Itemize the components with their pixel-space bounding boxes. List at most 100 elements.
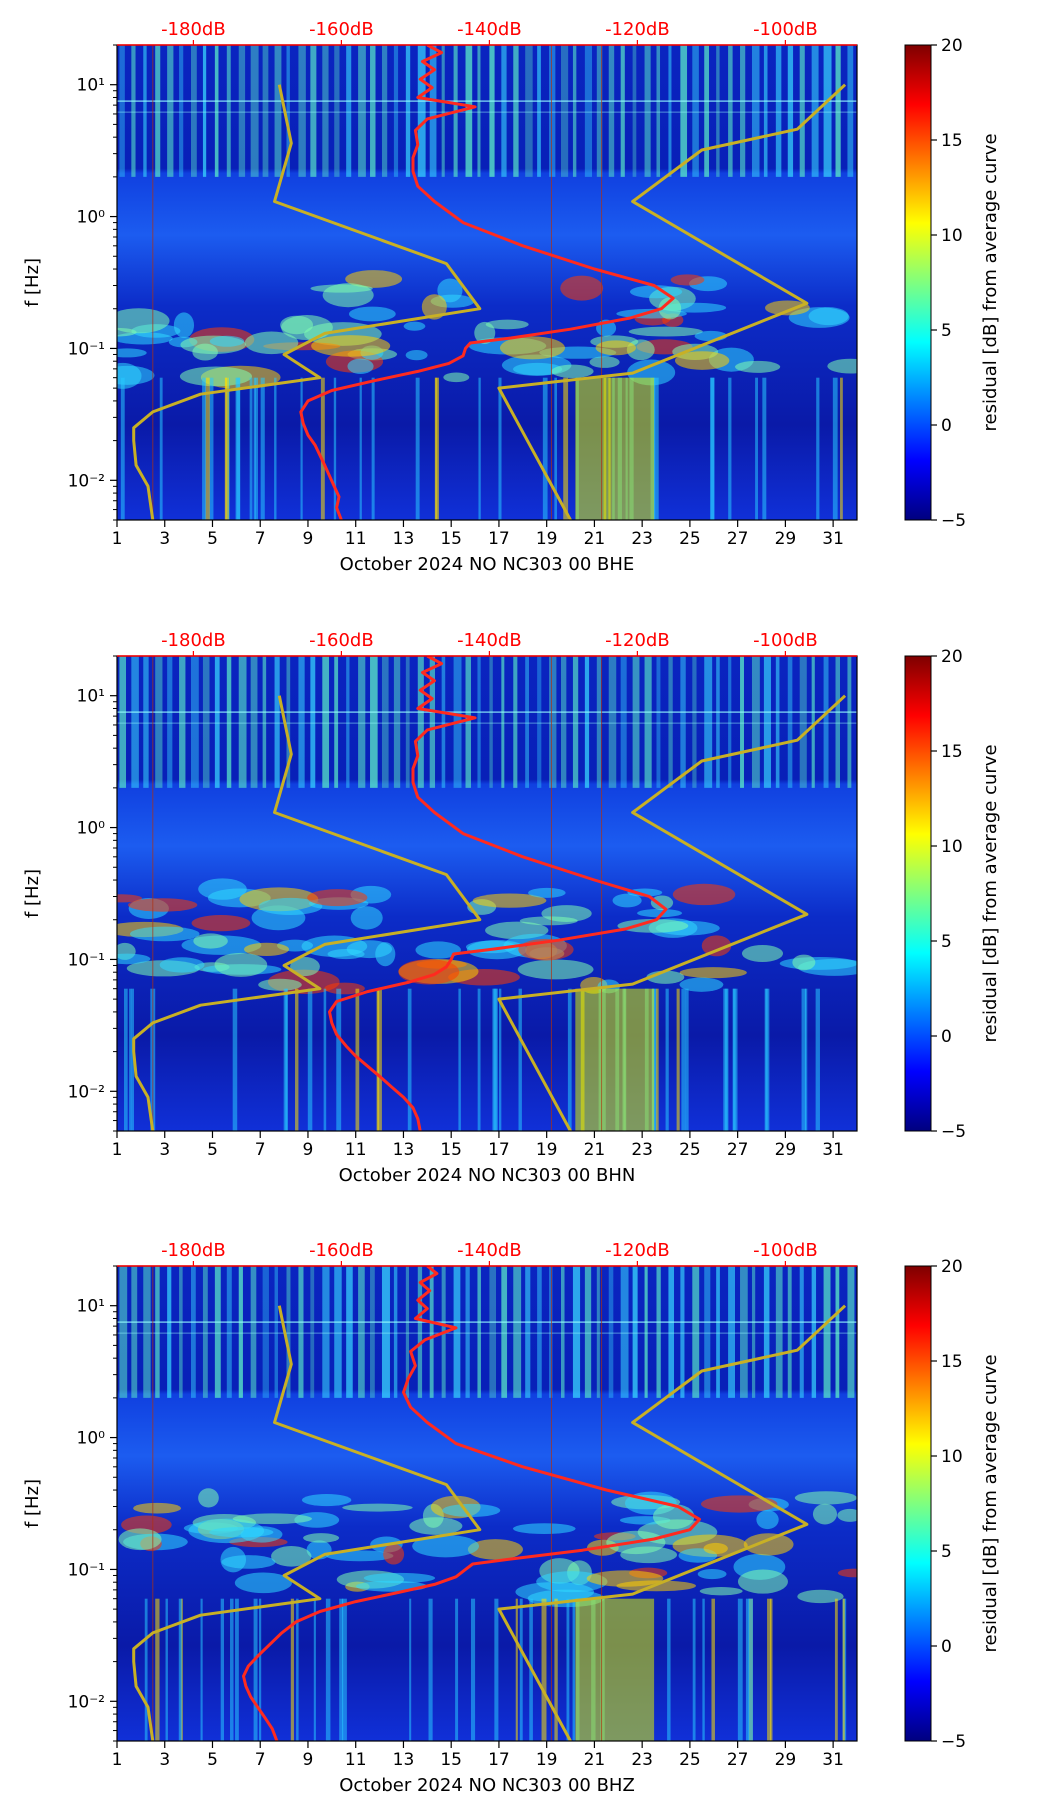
x-tick-label: 1: [112, 1140, 123, 1160]
microseism-blob: [258, 978, 302, 991]
event-spike: [815, 988, 820, 1131]
model-curve-2: [497, 83, 847, 520]
hf-stripe: [561, 1266, 565, 1398]
microseism-blob: [658, 297, 682, 320]
model-curve: [132, 84, 482, 520]
event-spike: [515, 1598, 518, 1741]
x-tick-label: 29: [775, 529, 797, 549]
event-spike: [832, 377, 838, 520]
event-spike: [225, 377, 229, 520]
x-tick-label: 23: [631, 1750, 653, 1770]
hf-stripe: [728, 656, 732, 788]
event-spike: [676, 988, 680, 1131]
hf-stripe: [155, 656, 163, 788]
hf-stripe: [405, 45, 411, 177]
hf-stripe: [143, 1266, 151, 1398]
microseism-blob: [290, 957, 320, 977]
event-spike: [129, 988, 132, 1131]
hf-stripe: [226, 1266, 232, 1398]
x-tick-label: 11: [345, 1750, 367, 1770]
y-tick-label: 10⁰: [77, 819, 106, 839]
hf-stripe: [537, 1266, 542, 1398]
event-spike: [770, 1598, 773, 1741]
microseism-blob: [756, 1510, 779, 1530]
hf-stripe: [835, 1266, 840, 1398]
hf-stripe: [131, 45, 136, 177]
event-spike: [567, 988, 572, 1131]
microseism-blob: [421, 294, 447, 320]
x-axis-label: October 2024 NO NC303 00 BHZ: [339, 1775, 635, 1796]
microseism-blob: [243, 942, 290, 956]
event-spike: [339, 1598, 344, 1741]
hf-stripe: [656, 656, 661, 788]
x-tick-label: 7: [255, 529, 266, 549]
event-spike: [235, 1598, 239, 1741]
x-tick-label: 29: [775, 1140, 797, 1160]
hf-stripe: [393, 1266, 398, 1398]
event-spike: [477, 988, 481, 1131]
hf-stripe: [381, 656, 389, 788]
plot-area: [117, 656, 857, 1131]
hf-stripe: [584, 656, 590, 788]
microseism-blob: [234, 1572, 292, 1594]
microseism-blob: [792, 954, 816, 971]
hf-stripe: [775, 45, 782, 177]
hf-stripe: [155, 45, 161, 177]
x-tick-label: 3: [159, 1750, 170, 1770]
hf-stripe: [334, 656, 339, 788]
lf-bright-block: [575, 377, 655, 520]
microseism-blob: [589, 356, 620, 368]
hf-stripe: [202, 45, 207, 177]
microseism-blob: [355, 1580, 428, 1592]
hf-stripe: [644, 45, 651, 177]
x-tick-label: 19: [536, 1750, 558, 1770]
microseism-blob: [735, 360, 781, 373]
microseism-blob: [699, 1587, 743, 1596]
microseism-blob: [311, 335, 391, 357]
event-spike: [407, 988, 412, 1131]
microseism-blob: [697, 1568, 727, 1580]
db-tick-label: -120dB: [605, 19, 670, 40]
hf-stripe: [429, 656, 436, 788]
microseism-blob: [412, 1534, 480, 1558]
microseism-blob: [679, 967, 747, 979]
event-spike: [131, 988, 134, 1131]
plot-area: [117, 45, 857, 520]
hf-stripe: [751, 656, 760, 788]
hf-stripe: [381, 1266, 390, 1398]
hf-stripe: [513, 656, 518, 788]
hf-stripe: [298, 1266, 304, 1398]
microseism-blob: [650, 895, 674, 911]
hf-stripe: [608, 1266, 614, 1398]
x-tick-label: 21: [584, 1140, 606, 1160]
lf-bright-block: [575, 1598, 655, 1741]
event-spike: [313, 1598, 316, 1741]
noise-curve: [299, 45, 675, 520]
hf-stripe: [167, 45, 174, 177]
microseism-blob: [117, 308, 170, 334]
y-tick-label: 10⁻¹: [68, 950, 105, 970]
event-spike: [554, 1598, 558, 1741]
hf-stripe: [799, 45, 805, 177]
event-spike: [566, 1598, 570, 1741]
hf-stripe: [286, 656, 291, 788]
microseism-blob: [551, 364, 594, 379]
event-spike: [371, 377, 375, 520]
event-spike: [681, 988, 686, 1131]
microseism-blob: [232, 1513, 312, 1525]
event-spike: [235, 377, 240, 520]
db-tick-label: -180dB: [161, 1240, 226, 1261]
db-tick-label: -120dB: [605, 630, 670, 651]
hf-stripe: [358, 45, 366, 177]
x-tick-label: 19: [536, 529, 558, 549]
noise-curve: [242, 1266, 701, 1741]
y-tick-label: 10⁻²: [68, 1692, 105, 1712]
event-spike: [737, 1598, 743, 1741]
hf-stripe: [632, 656, 640, 788]
hf-stripe: [751, 1266, 756, 1398]
hf-stripe: [417, 656, 424, 788]
hf-stripe: [346, 1266, 353, 1398]
hf-stripe: [358, 656, 366, 788]
x-tick-label: 25: [679, 1750, 701, 1770]
